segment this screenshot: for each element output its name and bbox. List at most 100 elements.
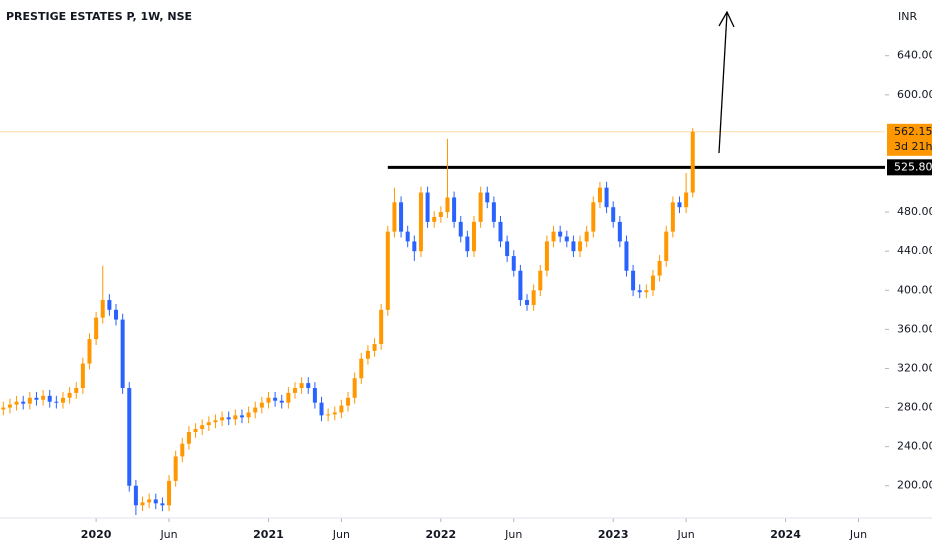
candle-body: [34, 397, 39, 400]
x-tick-label: Jun: [504, 528, 522, 541]
candle-body: [180, 443, 185, 457]
candle-body: [392, 202, 397, 232]
x-tick-label: 2024: [770, 528, 801, 541]
candle-body: [312, 388, 317, 403]
candle-body: [544, 241, 549, 271]
candle-body: [359, 358, 364, 379]
candle-body: [677, 202, 682, 208]
candle-body: [591, 202, 596, 232]
y-tick-label: 240.00: [897, 440, 932, 453]
candle-body: [670, 202, 675, 232]
candle-body: [226, 417, 231, 420]
x-tick-label: Jun: [159, 528, 177, 541]
candle-body: [94, 317, 99, 340]
candle-body: [631, 270, 636, 291]
y-tick-label: 360.00: [897, 322, 932, 335]
y-tick-label: 600.00: [897, 88, 932, 101]
candle-body: [611, 207, 616, 222]
candle-body: [399, 202, 404, 232]
candle-body: [525, 300, 530, 305]
candle-body: [352, 378, 357, 398]
candle-body: [206, 422, 211, 426]
candle-body: [650, 275, 655, 291]
candle-body: [293, 388, 297, 393]
y-tick-label: 320.00: [897, 361, 932, 374]
candle-body: [273, 397, 278, 401]
candle-body: [491, 202, 496, 222]
candle-body: [405, 231, 410, 242]
candle-body: [147, 499, 152, 503]
candle-body: [259, 402, 264, 408]
arrow-head: [718, 10, 735, 28]
candle-body: [133, 485, 138, 506]
candle-body: [412, 241, 417, 252]
candle-body: [684, 192, 689, 208]
candle-body: [432, 216, 437, 222]
candle-body: [385, 231, 390, 310]
candle-body: [87, 339, 92, 364]
candle-body: [7, 404, 12, 408]
candle-body: [326, 414, 331, 416]
candle-body: [478, 192, 483, 222]
currency: INR: [898, 10, 917, 23]
y-tick-label: 280.00: [897, 401, 932, 414]
candle-body: [458, 221, 463, 237]
candle-body: [657, 260, 662, 276]
x-tick-label: Jun: [677, 528, 695, 541]
plot: [0, 55, 889, 522]
candle-body: [140, 502, 145, 506]
candle-body: [664, 231, 669, 261]
candle-body: [306, 383, 311, 389]
candle-body: [564, 236, 569, 242]
candle-body: [346, 397, 351, 406]
candle-body: [167, 480, 172, 506]
candle-body: [160, 503, 165, 506]
candle-body: [551, 231, 556, 242]
candle-body: [60, 397, 65, 403]
candle-body: [153, 499, 158, 504]
x-tick-label: 2022: [426, 528, 457, 541]
candle-body: [690, 131, 695, 193]
last-price-label: 562.15: [894, 125, 932, 138]
x-tick-label: 2021: [253, 528, 284, 541]
candle-body: [379, 309, 384, 345]
y-tick-label: 640.00: [897, 49, 932, 62]
candle-body: [253, 407, 258, 413]
candle-body: [233, 415, 238, 420]
y-tick-label: 400.00: [897, 283, 932, 296]
candle-body: [452, 197, 457, 222]
candle-body: [471, 221, 476, 252]
candle-body: [41, 395, 46, 400]
candle-body: [332, 412, 337, 415]
candle-body: [193, 429, 198, 432]
candle-body: [279, 400, 284, 403]
candle-body: [246, 412, 251, 418]
candle-body: [372, 344, 377, 351]
candle-body: [319, 402, 324, 416]
candle-body: [127, 388, 132, 486]
candle-body: [74, 388, 79, 393]
candle-body: [531, 290, 536, 305]
candle-body: [538, 270, 543, 291]
candle-body: [27, 397, 32, 404]
candle-body: [14, 401, 19, 405]
candle-body: [67, 392, 72, 398]
y-tick-label: 440.00: [897, 244, 932, 257]
candle-body: [438, 212, 443, 217]
y-tick-label: 480.00: [897, 205, 932, 218]
candle-body: [299, 383, 304, 389]
candle-body: [1, 407, 6, 410]
candle-body: [498, 221, 503, 242]
arrow: [718, 10, 735, 154]
candle-body: [597, 187, 602, 203]
candle-body: [114, 309, 119, 320]
candle-body: [339, 405, 344, 413]
candle-body: [120, 319, 125, 389]
candle-body: [624, 241, 629, 271]
candle-body: [239, 415, 244, 418]
candle-body: [80, 363, 85, 389]
candle-body: [47, 395, 52, 402]
candle-body: [505, 241, 510, 257]
countdown: 3d 21h: [894, 140, 932, 153]
